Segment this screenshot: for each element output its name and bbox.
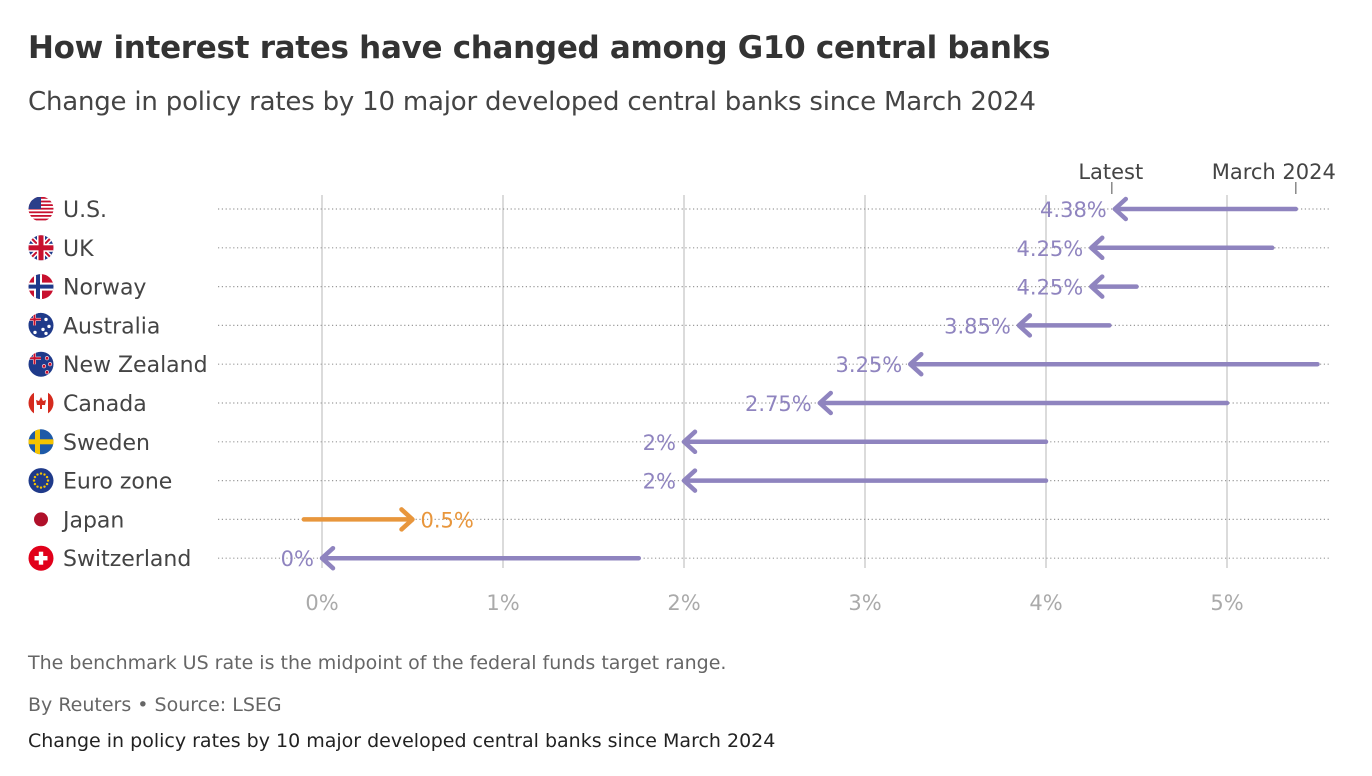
arrow-uk: 4.25% (1017, 235, 1275, 261)
arrow-switzerland: 0% (281, 545, 641, 571)
country-label: Sweden (63, 431, 150, 456)
value-label: 4.38% (1040, 198, 1107, 222)
value-label: 2% (643, 431, 676, 455)
arrow-sweden: 2% (643, 429, 1049, 455)
chart-subtitle: Change in policy rates by 10 major devel… (28, 87, 1036, 117)
arrow-head (1016, 313, 1033, 338)
arrow-head (1089, 235, 1105, 261)
country-label: Japan (61, 508, 124, 533)
legend: Latest March 2024 (1078, 160, 1336, 194)
x-axis: 0% 1% 2% 3% 4% 5% (305, 591, 1243, 615)
x-tick-label: 0% (305, 591, 338, 615)
eu-flag-icon (28, 468, 54, 494)
legend-march-2024-label: March 2024 (1212, 160, 1336, 184)
country-label: New Zealand (63, 353, 208, 378)
caption: Change in policy rates by 10 major devel… (28, 730, 776, 752)
x-tick-label: 1% (486, 591, 519, 615)
arrow-u-s-: 4.38% (1040, 196, 1299, 222)
value-label: 4.25% (1017, 276, 1084, 300)
arrow-head (817, 390, 833, 416)
us-flag-icon (28, 197, 54, 221)
country-label: Canada (63, 392, 147, 417)
arrow-new-zealand: 3.25% (836, 351, 1320, 377)
country-label: UK (63, 237, 94, 262)
country-label: Euro zone (63, 470, 172, 495)
norway-flag-icon (28, 274, 54, 300)
country-label: Norway (63, 276, 146, 301)
x-tick-label: 3% (848, 591, 881, 615)
value-label: 3.25% (836, 353, 903, 377)
arrow-japan: 0.5% (301, 507, 474, 532)
arrow-australia: 3.85% (944, 313, 1112, 338)
arrow-chart: 4.38%4.25%4.25%3.85%3.25%2.75%2%2%0.5%0%… (28, 160, 1336, 615)
value-label: 3.85% (944, 314, 1011, 338)
value-label: 2% (643, 470, 676, 494)
arrow-head (908, 351, 924, 377)
japan-flag-icon (28, 506, 54, 532)
arrow-head (319, 545, 336, 571)
value-label: 0.5% (421, 508, 474, 532)
arrow-head (399, 507, 415, 532)
value-label: 2.75% (745, 392, 812, 416)
canada-flag-icon (28, 390, 54, 416)
value-label: 4.25% (1017, 237, 1084, 261)
arrow-head (1112, 196, 1129, 222)
switzerland-flag-icon (28, 545, 54, 571)
new-zealand-flag-icon (28, 351, 54, 377)
country-label: U.S. (63, 198, 107, 223)
legend-latest-label: Latest (1078, 160, 1143, 184)
source-line: By Reuters • Source: LSEG (28, 694, 282, 716)
sweden-flag-icon (28, 429, 54, 455)
country-label: Australia (63, 314, 160, 339)
x-tick-label: 2% (667, 591, 700, 615)
australia-flag-icon (28, 312, 54, 338)
vertical-gridlines (321, 195, 1228, 568)
arrow-norway: 4.25% (1017, 274, 1139, 300)
arrow-canada: 2.75% (745, 390, 1230, 416)
x-tick-label: 4% (1029, 591, 1062, 615)
arrow-head (1089, 274, 1105, 299)
footnote: The benchmark US rate is the midpoint of… (28, 652, 727, 674)
arrow-head (681, 429, 698, 455)
arrow-series: 4.38%4.25%4.25%3.85%3.25%2.75%2%2%0.5%0% (281, 196, 1320, 571)
country-label: Switzerland (63, 547, 191, 572)
x-tick-label: 5% (1210, 591, 1243, 615)
arrow-euro-zone: 2% (643, 468, 1049, 494)
arrow-head (681, 468, 698, 493)
value-label: 0% (281, 547, 314, 571)
country-labels: U.S. UK Norway Australia New Zealand Canada Sw… (28, 197, 208, 572)
uk-flag-icon (28, 235, 54, 261)
row-guides (218, 208, 1330, 559)
chart-title: How interest rates have changed among G1… (28, 30, 1051, 66)
